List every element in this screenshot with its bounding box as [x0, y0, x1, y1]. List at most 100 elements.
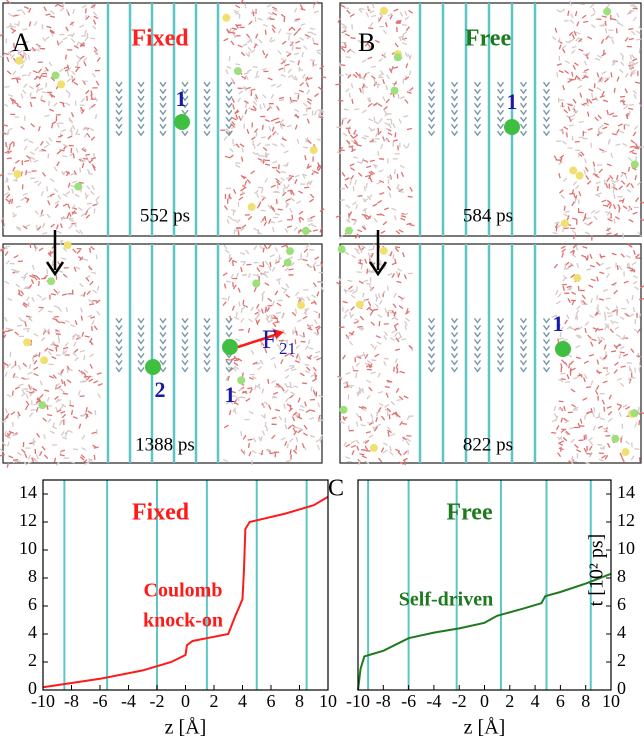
water — [566, 116, 571, 117]
water — [253, 275, 258, 276]
y-tick-label: 2 — [28, 650, 37, 670]
water — [640, 314, 641, 319]
x-tick-label: 2 — [505, 691, 514, 711]
water — [261, 210, 266, 211]
water — [277, 184, 278, 189]
water — [339, 75, 344, 76]
water — [349, 93, 350, 98]
water — [70, 462, 75, 463]
ion — [222, 14, 230, 22]
x-tick-label: 0 — [480, 691, 489, 711]
water — [18, 261, 23, 262]
water — [405, 460, 406, 465]
ion — [621, 448, 629, 456]
water — [55, 332, 60, 333]
water — [566, 365, 571, 366]
water — [378, 128, 379, 133]
water — [592, 93, 593, 98]
water — [595, 417, 600, 418]
water — [371, 16, 376, 17]
water — [354, 109, 359, 110]
time-label: 552 ps — [140, 205, 190, 226]
y-tick-label: 8 — [28, 566, 37, 586]
water — [559, 401, 564, 402]
water — [86, 15, 87, 20]
water — [398, 145, 399, 150]
water — [233, 261, 234, 266]
ion — [380, 7, 388, 15]
water — [261, 137, 266, 138]
water — [298, 95, 299, 100]
water — [342, 120, 343, 125]
water — [246, 103, 247, 108]
water — [594, 167, 595, 172]
water — [579, 212, 584, 213]
ion — [234, 67, 242, 75]
ion — [248, 203, 256, 211]
water — [366, 432, 371, 433]
water — [252, 460, 253, 465]
water — [245, 3, 246, 8]
water — [259, 312, 260, 317]
water — [311, 386, 312, 391]
y-axis-label: t [10² ps] — [586, 534, 608, 607]
water — [634, 449, 639, 450]
ion — [23, 338, 31, 346]
water — [564, 228, 569, 229]
water — [80, 168, 81, 173]
water — [340, 200, 345, 201]
water — [611, 72, 612, 77]
water — [260, 156, 265, 157]
water — [639, 299, 644, 300]
x-tick-label: -6 — [93, 691, 108, 711]
water — [568, 105, 573, 106]
ion — [52, 71, 60, 79]
water — [620, 352, 625, 353]
ion — [356, 301, 364, 309]
water — [276, 199, 277, 204]
water — [358, 196, 363, 197]
water — [80, 396, 85, 397]
water — [614, 88, 615, 93]
water — [278, 209, 283, 210]
water — [579, 122, 584, 123]
water — [290, 450, 291, 455]
x-tick-label: -4 — [426, 691, 441, 711]
water — [239, 302, 240, 307]
x-tick-label: 2 — [210, 691, 219, 711]
water — [598, 445, 603, 446]
ion — [555, 341, 571, 357]
water — [49, 101, 50, 106]
water — [96, 114, 97, 119]
water — [350, 38, 355, 39]
water — [26, 170, 27, 175]
water — [313, 38, 314, 43]
water — [565, 382, 570, 383]
water — [393, 254, 394, 259]
water — [357, 326, 362, 327]
water — [629, 105, 634, 106]
y-tick-label: 10 — [19, 538, 37, 558]
water — [395, 247, 400, 248]
water — [238, 230, 239, 235]
water — [296, 309, 297, 314]
ion — [631, 409, 639, 417]
water — [284, 17, 285, 22]
water — [572, 461, 577, 462]
water — [84, 376, 89, 377]
water — [9, 145, 10, 150]
water — [629, 39, 634, 40]
water — [360, 9, 365, 10]
ion — [310, 146, 318, 154]
y-tick-label: 10 — [617, 538, 635, 558]
water — [304, 187, 309, 188]
water — [605, 312, 606, 317]
water — [48, 153, 49, 158]
ion — [394, 53, 402, 61]
water — [620, 97, 625, 98]
water — [233, 282, 234, 287]
water — [42, 73, 47, 74]
water — [561, 373, 566, 374]
water — [12, 199, 13, 204]
water — [633, 307, 634, 312]
